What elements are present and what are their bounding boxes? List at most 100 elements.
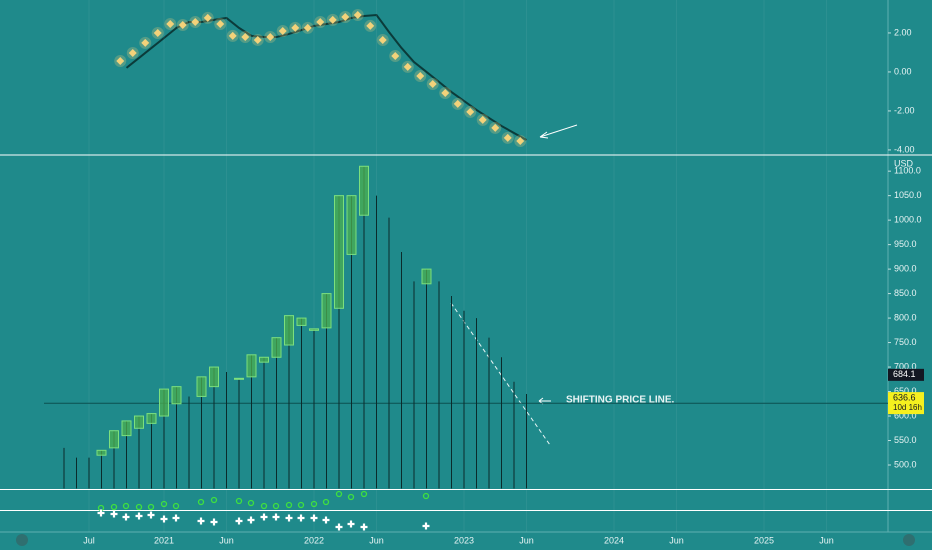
y-tick-label: 600.0 [894,410,917,420]
y-tick-label: 750.0 [894,337,917,347]
y-tick-label: 500.0 [894,459,917,469]
y-tick-label: 1050.0 [894,190,922,200]
diamond-marker [378,35,387,44]
signal-cross [335,523,343,531]
signal-circle [197,498,205,506]
diamond-marker [391,51,400,60]
diamond-marker [241,33,250,42]
candle-body [146,413,157,424]
x-tick-label: Jul [83,535,95,545]
y-tick-label: 1100.0 [894,166,921,176]
signal-circle [285,501,293,509]
signal-circle [110,503,118,511]
diamond-marker [316,18,325,27]
candle-body [346,195,357,255]
candle-body [96,449,107,456]
diamond-marker [116,57,125,66]
icon[interactable] [903,534,915,546]
x-tick-label: Jun [369,535,384,545]
candle-body [159,388,169,417]
y-tick-label: 800.0 [894,312,917,322]
x-tick-label: Jun [219,535,234,545]
signal-circle [172,502,180,510]
diamond-marker [266,33,275,42]
diamond-marker [491,123,500,132]
candle-body [171,386,182,405]
y-tick-label: 700.0 [894,361,917,371]
signal-cross [347,520,355,528]
signal-cross [297,514,305,522]
diamond-marker [216,19,225,28]
diamond-marker [516,136,525,145]
y-tick-label: 950.0 [894,239,917,249]
candle-body [421,268,432,285]
arrow [539,124,578,139]
candle-body [321,293,332,329]
signal-circle [210,496,218,504]
signal-circle [310,500,318,508]
signal-cross [322,516,330,524]
signal-circle [160,500,168,508]
countdown-label: 10d 16h [893,403,922,412]
annotation: SHIFTING PRICE LINE. [566,395,675,406]
diamond-marker [128,49,137,58]
price-marker-label: 636.6 [893,392,916,402]
signal-cross [247,516,255,524]
signal-circle [297,501,305,509]
signal-circle [247,499,255,507]
diamond-marker [303,23,312,32]
x-tick-label: 2025 [754,535,774,545]
y-tick-label: 650.0 [894,386,917,396]
signal-cross [272,513,280,521]
x-tick-label: Jun [669,535,684,545]
candle-body [359,165,369,216]
signal-circle [347,493,355,501]
y-tick-label: -4.00 [894,144,915,154]
candle-body [259,356,269,363]
signal-cross [135,512,143,520]
candle-body [234,377,244,380]
diamond-marker [428,80,437,89]
diamond-marker [291,23,300,32]
candle-body [209,366,219,388]
signal-circle [272,502,280,510]
signal-circle [322,498,330,506]
y-tick-label: 900.0 [894,263,917,273]
diamond-marker [328,15,337,24]
diamond-marker [403,62,412,71]
signal-circle [147,503,155,511]
x-tick-label: Jun [819,535,834,545]
diamond-marker [466,107,475,116]
signal-cross [197,517,205,525]
diamond-marker [441,89,450,97]
signal-cross [160,515,168,523]
price-marker [888,392,924,415]
diamond-marker [453,99,462,108]
signal-cross [147,511,155,519]
diamond-marker [253,35,262,44]
signal-circle [135,503,143,511]
price-marker-label: 684.1 [893,369,916,379]
marks [97,490,430,531]
diamond-marker [203,13,212,22]
candle-body [121,420,132,437]
signal-cross [235,517,243,525]
candle-body [246,354,257,378]
diamond-marker [141,38,150,47]
diamond-marker [366,21,375,30]
diamond-marker [278,27,287,35]
signal-circle [235,497,243,505]
y-tick-label: 850.0 [894,288,917,298]
signal-cross [260,513,268,521]
candle-body [134,415,144,429]
unit-label: USD [894,158,914,168]
candle-body [271,337,282,358]
signal-circle [335,490,343,498]
signal-cross [310,514,318,522]
y-tick-label: 550.0 [894,435,917,445]
diamond-marker [341,12,350,21]
icon[interactable] [16,534,28,546]
